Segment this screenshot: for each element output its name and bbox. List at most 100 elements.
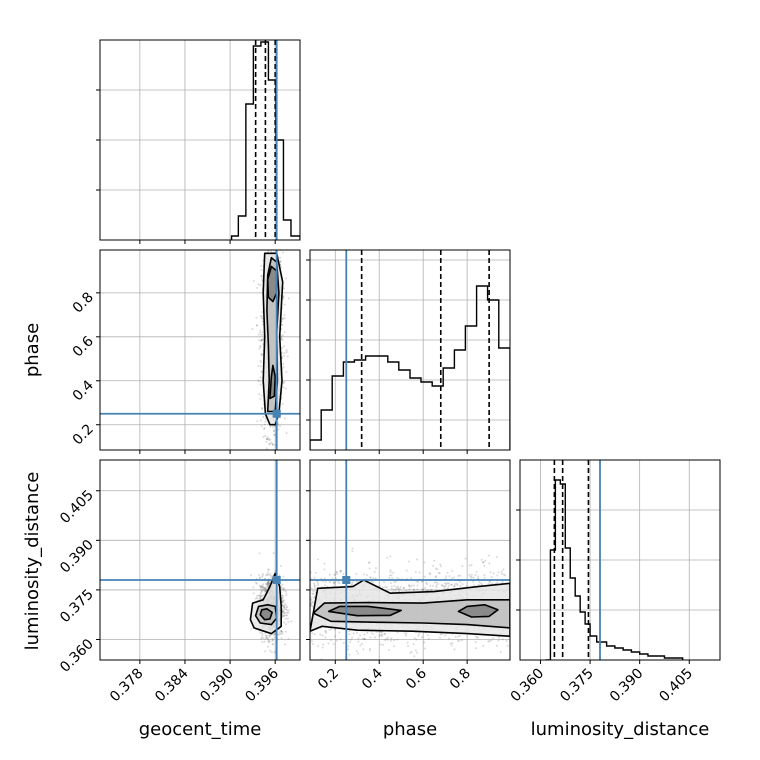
panel-luminosity-distance-vs-phase-sample <box>347 645 350 648</box>
panel-phase-vs-geocent-time-sample <box>264 435 267 438</box>
panel-luminosity-distance-vs-phase-sample <box>373 570 376 573</box>
panel-luminosity-distance-vs-phase-sample <box>369 647 372 650</box>
panel-phase-vs-geocent-time-sample <box>283 354 286 357</box>
panel-phase-vs-geocent-time-sample <box>282 365 285 368</box>
panel-luminosity-distance-vs-phase-sample <box>388 574 391 577</box>
panel-phase-vs-geocent-time-sample <box>260 394 263 397</box>
panel-phase-vs-geocent-time-ytick-label-2: 0.6 <box>70 333 97 360</box>
panel-luminosity-distance-vs-phase-sample <box>469 575 472 578</box>
panel-luminosity-distance-vs-phase-sample <box>348 633 351 636</box>
hist-phase-steps <box>310 285 510 450</box>
panel-luminosity-distance-vs-phase-sample <box>451 576 454 579</box>
panel-luminosity-distance-vs-phase-sample <box>323 577 326 580</box>
panel-phase-vs-geocent-time-sample <box>282 294 285 297</box>
panel-luminosity-distance-vs-phase-sample <box>361 637 364 640</box>
panel-luminosity-distance-vs-phase-sample <box>413 655 416 658</box>
panel-phase-vs-geocent-time-sample <box>259 397 262 400</box>
panel-luminosity-distance-vs-geocent-time-sample <box>281 601 284 604</box>
panel-phase-vs-geocent-time-sample <box>261 353 264 356</box>
panel-luminosity-distance-vs-geocent-time-sample <box>281 632 284 635</box>
panel-luminosity-distance-vs-phase-sample <box>384 585 387 588</box>
panel-luminosity-distance-vs-geocent-time-sample <box>266 583 269 586</box>
xlabel-phase: phase <box>383 719 437 740</box>
panel-luminosity-distance-vs-phase-xtick-label-1: 0.4 <box>359 665 386 692</box>
panel-phase-vs-geocent-time-sample <box>260 425 263 428</box>
panel-luminosity-distance-vs-geocent-time-sample <box>264 583 267 586</box>
panel-luminosity-distance-vs-phase-sample <box>386 638 389 641</box>
panel-luminosity-distance-vs-phase-sample <box>317 558 320 561</box>
panel-phase-vs-geocent-time-sample <box>277 243 279 245</box>
panel-luminosity-distance-vs-phase-sample <box>499 651 502 654</box>
panel-phase-vs-geocent-time-sample <box>271 451 273 453</box>
panel-luminosity-distance-vs-phase-sample <box>417 581 420 584</box>
panel-luminosity-distance-vs-geocent-time-sample <box>283 606 286 609</box>
panel-luminosity-distance-vs-phase-sample <box>368 567 371 570</box>
panel-luminosity-distance-vs-geocent-time-sample <box>267 640 270 643</box>
panel-luminosity-distance-vs-phase-truth-marker <box>342 576 351 584</box>
panel-luminosity-distance-vs-phase-sample <box>416 584 419 587</box>
panel-phase-vs-geocent-time-sample <box>283 331 286 334</box>
panel-luminosity-distance-vs-geocent-time-xtick-label-0: 0.378 <box>107 666 147 706</box>
panel-luminosity-distance-vs-phase-sample <box>335 570 338 573</box>
panel-phase-vs-geocent-time-sample <box>283 303 286 306</box>
panel-luminosity-distance-vs-geocent-time-sample <box>284 590 287 593</box>
panel-luminosity-distance-vs-phase-sample <box>495 556 498 559</box>
panel-phase-vs-geocent-time-sample <box>282 386 285 389</box>
panel-luminosity-distance-vs-phase-sample <box>362 648 365 651</box>
panel-luminosity-distance-vs-phase-sample <box>496 581 499 584</box>
panel-phase-vs-geocent-time-sample <box>279 260 282 263</box>
panel-luminosity-distance-vs-phase-sample <box>461 565 464 568</box>
panel-phase-vs-geocent-time-sample <box>257 365 260 368</box>
panel-luminosity-distance-vs-geocent-time-sample <box>285 606 288 609</box>
panel-luminosity-distance-vs-phase-sample <box>482 561 485 564</box>
panel-luminosity-distance-vs-phase-sample <box>435 586 438 589</box>
panel-luminosity-distance-vs-phase-sample <box>437 571 440 574</box>
panel-luminosity-distance-vs-geocent-time-sample <box>263 640 266 643</box>
panel-luminosity-distance-vs-phase-sample <box>333 628 336 631</box>
panel-luminosity-distance-vs-phase-sample <box>375 567 378 570</box>
panel-luminosity-distance-vs-geocent-time-sample <box>282 614 285 617</box>
panel-luminosity-distance-vs-phase-sample <box>439 563 442 566</box>
panel-phase-vs-geocent-time-sample <box>268 462 270 464</box>
panel-luminosity-distance-vs-phase-sample <box>495 644 498 647</box>
panel-luminosity-distance-vs-geocent-time-sample <box>282 610 285 613</box>
panel-luminosity-distance-vs-phase-sample <box>420 636 423 639</box>
panel-phase-vs-geocent-time-sample <box>261 407 264 410</box>
hist-luminosity-distance-xtick-label-1: 0.375 <box>557 666 597 706</box>
panel-luminosity-distance-vs-phase-sample <box>408 583 411 586</box>
panel-luminosity-distance-vs-geocent-time-sample <box>285 614 288 617</box>
panel-luminosity-distance-vs-geocent-time-sample <box>282 595 285 598</box>
panel-luminosity-distance-vs-geocent-time-sample <box>261 585 264 588</box>
panel-luminosity-distance-vs-phase-sample <box>484 559 487 562</box>
panel-luminosity-distance-vs-phase-sample <box>446 587 449 590</box>
panel-luminosity-distance-vs-phase-sample <box>414 571 417 574</box>
panel-luminosity-distance-vs-phase-sample <box>333 582 336 585</box>
panel-luminosity-distance-vs-phase-sample <box>317 584 320 587</box>
panel-phase-vs-geocent-time-ytick-label-1: 0.4 <box>70 377 97 404</box>
panel-luminosity-distance-vs-phase-sample <box>333 573 336 576</box>
panel-luminosity-distance-vs-phase-sample <box>333 573 336 576</box>
panel-luminosity-distance-vs-phase-sample <box>457 639 460 642</box>
panel-luminosity-distance-vs-phase-sample <box>389 571 392 574</box>
panel-luminosity-distance-vs-phase-sample <box>393 584 396 587</box>
panel-luminosity-distance-vs-phase-sample <box>310 603 313 606</box>
panel-luminosity-distance-vs-phase-sample <box>434 575 437 578</box>
panel-phase-vs-geocent-time-sample <box>280 225 282 227</box>
panel-luminosity-distance-vs-geocent-time-sample <box>259 631 262 634</box>
panel-luminosity-distance-vs-geocent-time-sample <box>260 590 263 593</box>
panel-luminosity-distance-vs-phase-sample <box>436 568 439 571</box>
panel-luminosity-distance-vs-geocent-time-sample <box>281 596 284 599</box>
panel-luminosity-distance-vs-geocent-time-sample <box>258 584 261 587</box>
panel-luminosity-distance-vs-phase-sample <box>390 637 393 640</box>
panel-luminosity-distance-vs-phase-sample <box>445 583 448 586</box>
panel-phase-vs-geocent-time-sample <box>261 408 264 411</box>
panel-luminosity-distance-vs-phase-sample <box>506 644 509 647</box>
panel-luminosity-distance-vs-geocent-time-sample <box>271 575 274 578</box>
panel-luminosity-distance-vs-phase-sample <box>338 581 341 584</box>
panel-luminosity-distance-vs-phase-sample <box>386 636 389 639</box>
panel-luminosity-distance-vs-phase-sample <box>405 634 408 637</box>
panel-luminosity-distance-vs-phase-sample <box>333 635 336 638</box>
panel-luminosity-distance-vs-geocent-time-sample <box>265 636 268 639</box>
panel-luminosity-distance-vs-phase-sample <box>423 561 426 564</box>
panel-phase-vs-geocent-time-sample <box>273 429 276 432</box>
